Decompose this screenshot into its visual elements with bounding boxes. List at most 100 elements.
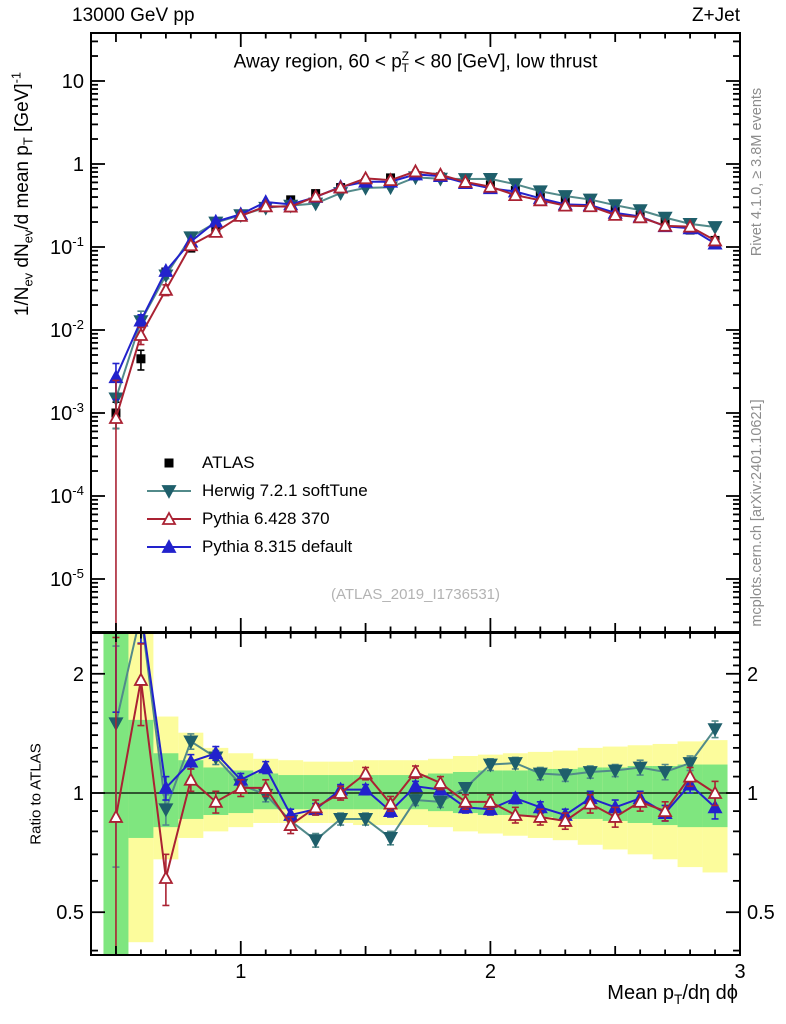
data-point-pythia-8-315-default [707,799,723,814]
data-point-pythia-6-428-370 [108,410,124,424]
ylabel-s1: ev [20,272,36,287]
data-point-herwig-7-2-1-softtune [607,764,623,779]
data-point-pythia-6-428-370 [108,809,124,823]
main-series-pythia-8-315-default [108,166,723,401]
data-point-pythia-8-315-default [183,753,199,768]
ratio-uncertainty-bands [103,634,728,954]
plot-title-sup: Z [401,50,409,63]
data-point-herwig-7-2-1-softtune [135,608,147,619]
band-stat-uncertainty [278,775,304,810]
data-point-pythia-6-428-370 [432,166,448,181]
data-point-herwig-7-2-1-softtune [557,769,573,783]
data-point-pythia-6-428-370 [208,793,224,808]
data-point-pythia-8-315-default [208,745,224,760]
data-point-pythia-6-428-370 [183,237,199,252]
mcplots-reference-note: mcplots.cern.ch [arXiv:2401.10621] [749,399,765,627]
data-point-pythia-6-428-370 [407,764,424,778]
ylabel-p3: /d mean p [11,145,33,230]
tick-label: 3 [734,961,745,983]
analysis-id-watermark: (ATLAS_2019_I1736531) [330,586,500,603]
axis-ticks [91,33,740,955]
data-point-pythia-6-428-370 [358,170,374,185]
data-point-pythia-6-428-370 [482,178,498,193]
process-label: Z+Jet [691,5,740,26]
main-series-pythia-6-428-370 [108,163,723,631]
xlabel-p1: Mean p [607,982,674,1004]
data-point-herwig-7-2-1-softtune [358,813,374,827]
data-point-herwig-7-2-1-softtune [707,723,723,737]
legend: ATLAS Herwig 7.2.1 softTune Pythia 6.428 3… [146,449,368,561]
tick-label: 10 [62,71,84,93]
data-point-herwig-7-2-1-softtune [507,757,523,771]
x-axis-title: Mean pT/dη dϕ [400,982,738,1007]
data-point-pythia-6-428-370 [582,198,598,213]
data-point-herwig-7-2-1-softtune [682,757,698,771]
tick-label: 1 [747,783,758,805]
data-point-pythia-6-428-370 [557,197,573,212]
y-axis-title-ratio: Ratio to ATLAS [27,743,45,845]
data-point-herwig-7-2-1-softtune [407,794,424,808]
data-point-herwig-7-2-1-softtune [632,761,648,776]
ylabel-p2: dN [11,243,33,273]
data-point-herwig-7-2-1-softtune [308,834,324,849]
data-point-pythia-6-428-370 [358,765,374,780]
legend-label: Herwig 7.2.1 softTune [202,481,368,500]
legend-item-herwig-7-2-1-softtune: Herwig 7.2.1 softTune [146,477,368,505]
ylabel-s2: ev [20,229,36,244]
data-point-pythia-6-428-370 [482,793,498,808]
data-point-pythia-6-428-370 [233,780,249,794]
data-point-pythia-6-428-370 [632,793,648,808]
data-point-pythia-6-428-370 [183,771,199,786]
ylabel-p4: [GeV] [11,83,33,138]
data-point-pythia-8-315-default [135,604,147,615]
data-point-pythia-6-428-370 [383,172,399,187]
series-line [115,176,716,399]
data-point-pythia-6-428-370 [657,217,673,232]
data-point-herwig-7-2-1-softtune [158,803,174,818]
ylabel-e1: -1 [8,71,24,84]
tick-label: 10-1 [50,234,84,259]
data-point-pythia-6-428-370 [457,174,473,188]
data-point-pythia-6-428-370 [283,198,299,213]
ylabel-s3: T [20,137,36,146]
tick-label: 0.5 [56,902,84,924]
tick-label: 0.5 [747,902,775,924]
data-point-pythia-8-315-default [133,312,149,327]
data-point-pythia-6-428-370 [707,232,723,247]
ratio-series-pythia-6-428-370 [108,636,723,954]
data-point-pythia-8-315-default [158,780,174,794]
legend-label: Pythia 6.428 370 [202,509,330,528]
plot-title-pre: Away region, 60 < p [233,51,402,73]
data-point-pythia-8-315-default [407,778,424,793]
data-point-pythia-6-428-370 [432,775,448,789]
data-point-pythia-6-428-370 [407,163,424,178]
xlabel-sub: T [674,992,683,1007]
legend-item-pythia-8-315-default: Pythia 8.315 default [146,533,368,561]
generator-version-note: Rivet 4.1.0, ≥ 3.8M events [749,87,765,257]
data-point-herwig-7-2-1-softtune [383,832,399,846]
data-point-pythia-6-428-370 [258,198,274,213]
data-point-pythia-6-428-370 [507,187,523,201]
data-point-pythia-6-428-370 [383,795,399,810]
tick-label: 2 [747,664,758,686]
data-point-pythia-6-428-370 [657,803,673,818]
legend-marker-triangle-down [147,485,191,499]
series-line [115,173,716,378]
plot-title-post: < 80 [GeV], low thrust [408,51,598,73]
beam-energy-label: 13000 GeV pp [72,5,195,26]
main-series-herwig-7-2-1-softtune [108,171,723,430]
legend-label: ATLAS [202,453,255,472]
ylabel-p1: 1/N [11,286,33,317]
data-point-pythia-6-428-370 [682,768,698,783]
legend-label: Pythia 8.315 default [202,537,353,556]
data-point-herwig-7-2-1-softtune [482,758,498,773]
data-point-herwig-7-2-1-softtune [657,766,673,780]
plot-title-sub: T [401,62,409,76]
axis-tick-labels: 1 2 3 10 1 10-1 10-2 10-3 10-4 10-5 2 2 1 1 0.5 0.5 [50,71,775,983]
tick-label: 1 [235,961,246,983]
data-point-pythia-6-428-370 [557,813,573,827]
data-point-pythia-6-428-370 [532,192,548,207]
plot-title: Away region, 60 < pZT < 80 [GeV], low th… [91,50,740,75]
